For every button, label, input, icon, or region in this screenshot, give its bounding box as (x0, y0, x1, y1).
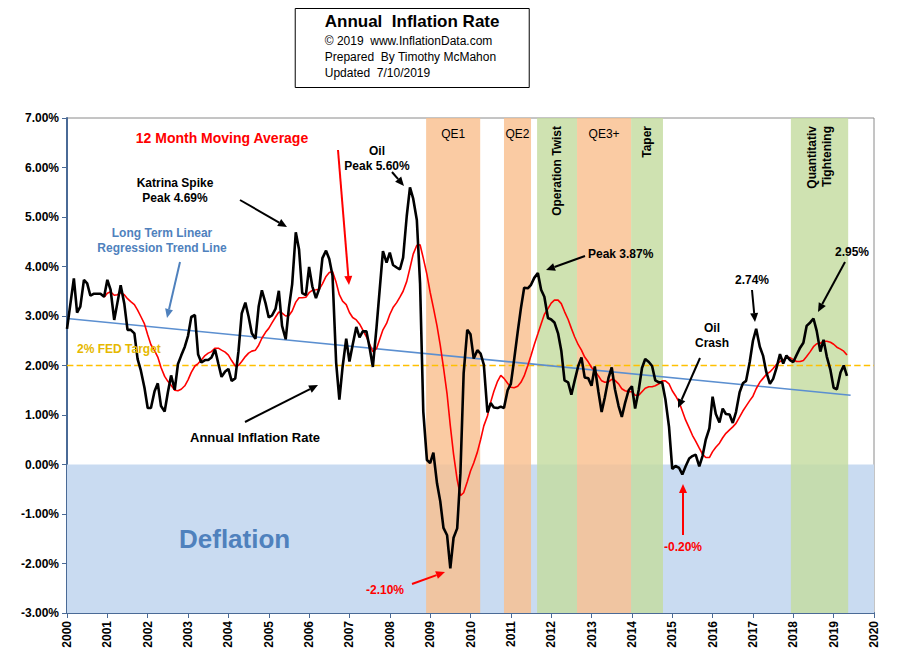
svg-text:Quantitativ: Quantitativ (805, 126, 819, 189)
svg-text:Operation Twist: Operation Twist (550, 126, 564, 216)
svg-text:2013: 2013 (585, 621, 599, 648)
svg-text:2017: 2017 (746, 621, 760, 648)
svg-text:Crash: Crash (695, 336, 729, 350)
svg-text:2.00%: 2.00% (25, 359, 59, 373)
svg-text:Peak 5.60%: Peak 5.60% (344, 159, 410, 173)
svg-text:Oil: Oil (704, 321, 720, 335)
svg-text:2008: 2008 (383, 621, 397, 648)
svg-text:2018: 2018 (786, 621, 800, 648)
svg-text:2.74%: 2.74% (735, 273, 769, 287)
svg-text:2010: 2010 (464, 621, 478, 648)
svg-text:QE2: QE2 (506, 127, 530, 141)
svg-text:5.00%: 5.00% (25, 210, 59, 224)
svg-text:2012: 2012 (544, 621, 558, 648)
svg-text:7.00%: 7.00% (25, 111, 59, 125)
svg-text:1.00%: 1.00% (25, 408, 59, 422)
svg-text:Annual Inflation Rate: Annual Inflation Rate (325, 12, 500, 31)
svg-text:Prepared By Timothy McMahon: Prepared By Timothy McMahon (325, 50, 496, 64)
svg-text:2009: 2009 (423, 621, 437, 648)
svg-text:2001: 2001 (100, 621, 114, 648)
svg-text:12 Month Moving Average: 12 Month Moving Average (136, 130, 309, 146)
svg-text:2011: 2011 (504, 621, 518, 647)
svg-text:Katrina Spike: Katrina Spike (137, 176, 214, 190)
svg-text:2006: 2006 (302, 621, 316, 648)
svg-text:Deflation: Deflation (179, 524, 290, 554)
svg-text:Oil: Oil (369, 144, 385, 158)
svg-text:2020: 2020 (867, 621, 881, 648)
svg-text:2005: 2005 (262, 621, 276, 648)
svg-text:QE3+: QE3+ (589, 127, 620, 141)
svg-text:2019: 2019 (827, 621, 841, 648)
svg-text:2016: 2016 (706, 621, 720, 648)
svg-text:-3.00%: -3.00% (21, 606, 59, 620)
svg-text:0.00%: 0.00% (25, 458, 59, 472)
svg-text:-2.00%: -2.00% (21, 557, 59, 571)
svg-text:Taper: Taper (640, 126, 654, 158)
svg-text:2003: 2003 (181, 621, 195, 648)
svg-text:2004: 2004 (221, 621, 235, 648)
svg-text:6.00%: 6.00% (25, 161, 59, 175)
svg-text:2.95%: 2.95% (835, 245, 869, 259)
svg-text:Annual Inflation Rate: Annual Inflation Rate (190, 430, 320, 445)
svg-text:2002: 2002 (141, 621, 155, 648)
svg-text:Updated 7/10/2019: Updated 7/10/2019 (325, 66, 431, 80)
svg-text:Peak 4.69%: Peak 4.69% (142, 191, 208, 205)
svg-text:Tightening: Tightening (820, 126, 834, 187)
svg-text:4.00%: 4.00% (25, 260, 59, 274)
svg-text:2007: 2007 (342, 621, 356, 648)
svg-text:2014: 2014 (625, 621, 639, 648)
svg-text:-2.10%: -2.10% (366, 583, 404, 597)
svg-text:Peak 3.87%: Peak 3.87% (588, 247, 654, 261)
svg-text:3.00%: 3.00% (25, 309, 59, 323)
svg-text:© 2019 www.InflationData.com: © 2019 www.InflationData.com (325, 34, 493, 48)
svg-text:Regression Trend Line: Regression Trend Line (97, 241, 227, 255)
svg-text:Long Term Linear: Long Term Linear (112, 226, 213, 240)
svg-text:-1.00%: -1.00% (21, 507, 59, 521)
svg-text:2015: 2015 (665, 621, 679, 648)
svg-text:2% FED Target: 2% FED Target (77, 342, 161, 356)
svg-text:QE1: QE1 (441, 127, 465, 141)
svg-text:-0.20%: -0.20% (664, 540, 702, 554)
svg-text:2000: 2000 (60, 621, 74, 648)
